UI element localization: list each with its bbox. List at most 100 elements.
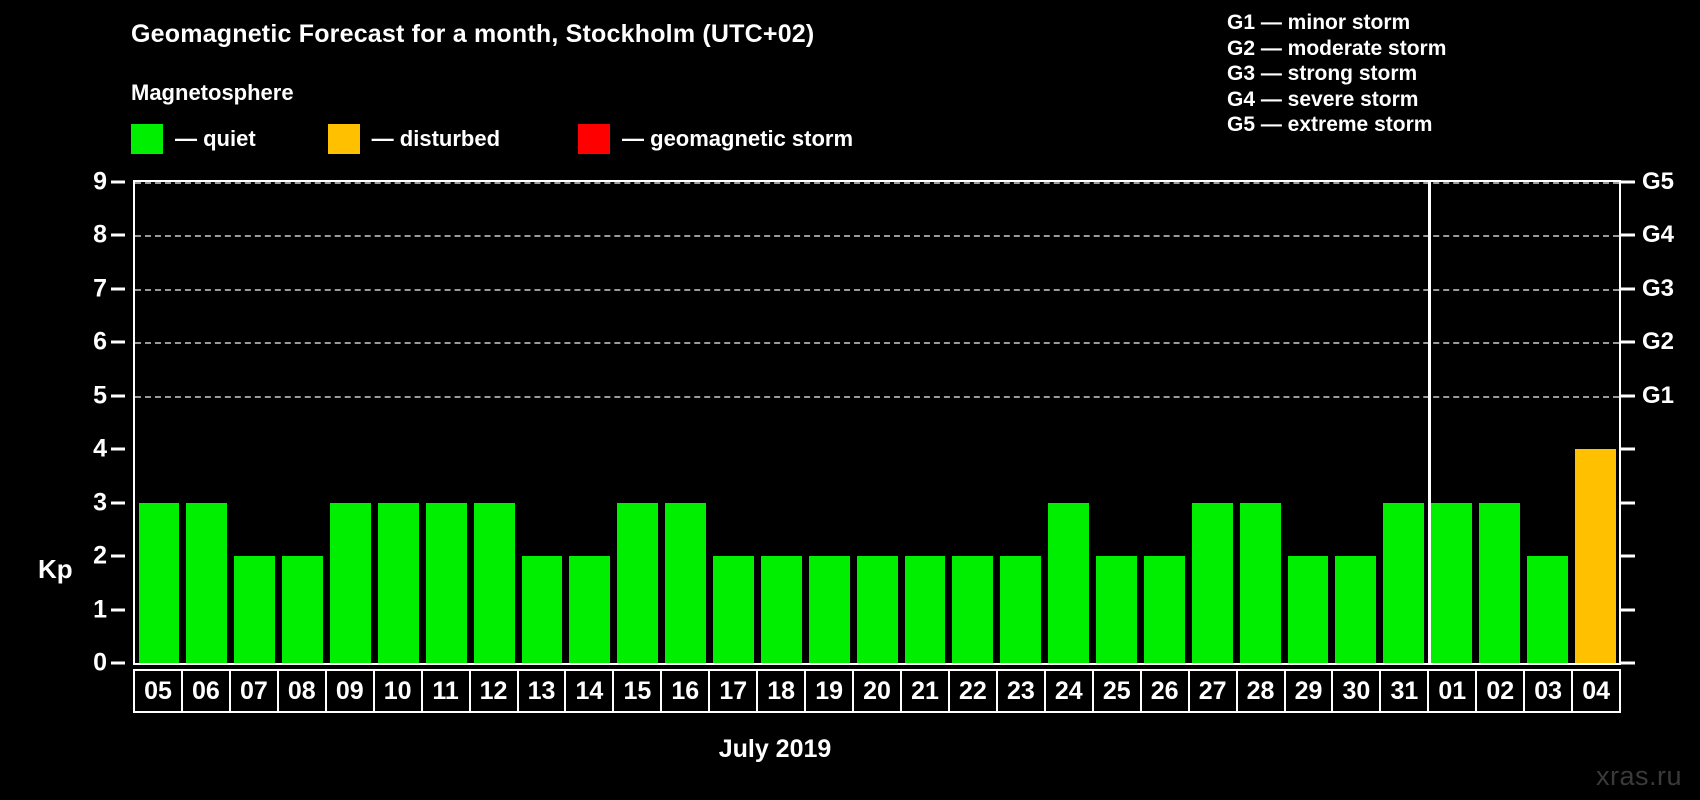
bar[interactable] xyxy=(665,502,706,663)
x-axis-day-cell[interactable]: 01 xyxy=(1429,671,1478,711)
bar-cell[interactable] xyxy=(231,182,279,663)
x-axis-day-cell[interactable]: 28 xyxy=(1238,671,1286,711)
bar-cell[interactable] xyxy=(1523,182,1571,663)
bar-cell[interactable] xyxy=(949,182,997,663)
bar[interactable] xyxy=(1000,556,1042,663)
x-axis-day-cell[interactable]: 06 xyxy=(183,671,231,711)
bar[interactable] xyxy=(521,556,563,663)
bar[interactable] xyxy=(1383,502,1425,663)
x-axis-day-cell[interactable]: 17 xyxy=(710,671,759,711)
bar[interactable] xyxy=(377,502,419,663)
x-axis-day-cell[interactable]: 23 xyxy=(998,671,1046,711)
bar[interactable] xyxy=(425,502,467,663)
bar[interactable] xyxy=(808,556,850,663)
bar-cell[interactable] xyxy=(1093,182,1141,663)
bar-cell[interactable] xyxy=(422,182,470,663)
x-axis-day-cell[interactable]: 16 xyxy=(662,671,711,711)
bar-cell[interactable] xyxy=(1428,182,1476,663)
bar-cell[interactable] xyxy=(805,182,853,663)
x-axis-day-cell[interactable]: 12 xyxy=(471,671,519,711)
bar[interactable] xyxy=(186,502,228,663)
bar[interactable] xyxy=(234,556,276,663)
bar[interactable] xyxy=(760,556,802,663)
bar-cell[interactable] xyxy=(853,182,901,663)
bar-cell[interactable] xyxy=(1284,182,1332,663)
bar[interactable] xyxy=(138,502,180,663)
bar[interactable] xyxy=(1143,556,1185,663)
x-axis-day-cell[interactable]: 05 xyxy=(135,671,183,711)
x-axis-title: July 2019 xyxy=(0,735,1700,764)
bar[interactable] xyxy=(1287,556,1329,663)
bar-cell[interactable] xyxy=(1380,182,1428,663)
bar[interactable] xyxy=(1574,449,1616,663)
bar[interactable] xyxy=(330,502,371,663)
bar[interactable] xyxy=(1096,556,1137,663)
bar[interactable] xyxy=(1479,502,1520,663)
x-axis-day-cell[interactable]: 29 xyxy=(1286,671,1334,711)
bar[interactable] xyxy=(856,556,898,663)
bar[interactable] xyxy=(1239,502,1281,663)
x-axis-day-cell[interactable]: 10 xyxy=(375,671,423,711)
bar[interactable] xyxy=(1526,556,1568,663)
x-axis-day-cell[interactable]: 24 xyxy=(1046,671,1094,711)
bar[interactable] xyxy=(569,556,611,663)
bar-cell[interactable] xyxy=(614,182,662,663)
bar[interactable] xyxy=(617,502,659,663)
legend-item: — geomagnetic storm xyxy=(578,124,853,154)
bar-cell[interactable] xyxy=(470,182,518,663)
bar-cell[interactable] xyxy=(1236,182,1284,663)
bar-cell[interactable] xyxy=(757,182,805,663)
x-axis-day-cell[interactable]: 20 xyxy=(854,671,902,711)
x-axis-day-cell[interactable]: 14 xyxy=(566,671,615,711)
bar-cell[interactable] xyxy=(1045,182,1093,663)
x-axis-day-cell[interactable]: 07 xyxy=(231,671,279,711)
x-axis-day-cell[interactable]: 08 xyxy=(279,671,327,711)
g-axis-tick xyxy=(1621,340,1635,344)
bar[interactable] xyxy=(1335,556,1377,663)
x-axis-day-cell[interactable]: 02 xyxy=(1477,671,1526,711)
bar[interactable] xyxy=(952,556,994,663)
bar[interactable] xyxy=(713,556,754,663)
x-axis-day-cell[interactable]: 26 xyxy=(1142,671,1190,711)
bar-cell[interactable] xyxy=(1332,182,1380,663)
y-axis-tick xyxy=(111,554,125,558)
bar-cell[interactable] xyxy=(327,182,375,663)
x-axis-day-cell[interactable]: 22 xyxy=(950,671,998,711)
bar-cell[interactable] xyxy=(183,182,231,663)
bar-cell[interactable] xyxy=(135,182,183,663)
bar-cell[interactable] xyxy=(1571,182,1619,663)
bar-cell[interactable] xyxy=(1476,182,1524,663)
x-axis-day-cell[interactable]: 18 xyxy=(758,671,807,711)
x-axis-day-cell[interactable]: 04 xyxy=(1582,676,1610,705)
disturbed-swatch xyxy=(327,124,360,154)
bar-cell[interactable] xyxy=(518,182,566,663)
bar-cell[interactable] xyxy=(997,182,1045,663)
bar-cell[interactable] xyxy=(374,182,422,663)
bar-cell[interactable] xyxy=(662,182,710,663)
x-axis-day-cell[interactable]: 09 xyxy=(327,671,375,711)
bar-cell[interactable] xyxy=(1188,182,1236,663)
bar[interactable] xyxy=(1048,502,1089,663)
x-axis-day-cell[interactable]: 19 xyxy=(806,671,855,711)
bar-cell[interactable] xyxy=(710,182,758,663)
x-axis-day-cell[interactable]: 30 xyxy=(1333,671,1382,711)
y-axis-tick xyxy=(111,180,125,184)
x-axis-day-cell[interactable]: 25 xyxy=(1094,671,1142,711)
bar[interactable] xyxy=(1191,502,1233,663)
bar[interactable] xyxy=(1431,502,1472,663)
x-axis-day-cell[interactable]: 27 xyxy=(1190,671,1238,711)
bar-cell[interactable] xyxy=(901,182,949,663)
x-axis-day-cell[interactable]: 15 xyxy=(614,671,663,711)
bar[interactable] xyxy=(473,502,515,663)
bar[interactable] xyxy=(282,556,323,663)
x-axis-day-cell[interactable]: 31 xyxy=(1381,671,1430,711)
x-axis-day-cell[interactable]: 11 xyxy=(423,671,471,711)
g-axis-tick xyxy=(1621,233,1635,237)
bar-cell[interactable] xyxy=(566,182,614,663)
x-axis-day-cell[interactable]: 21 xyxy=(902,671,950,711)
bar[interactable] xyxy=(904,556,946,663)
bar-cell[interactable] xyxy=(279,182,327,663)
bar-cell[interactable] xyxy=(1140,182,1188,663)
x-axis-day-cell[interactable]: 03 xyxy=(1525,671,1574,711)
x-axis-day-cell[interactable]: 13 xyxy=(519,671,567,711)
